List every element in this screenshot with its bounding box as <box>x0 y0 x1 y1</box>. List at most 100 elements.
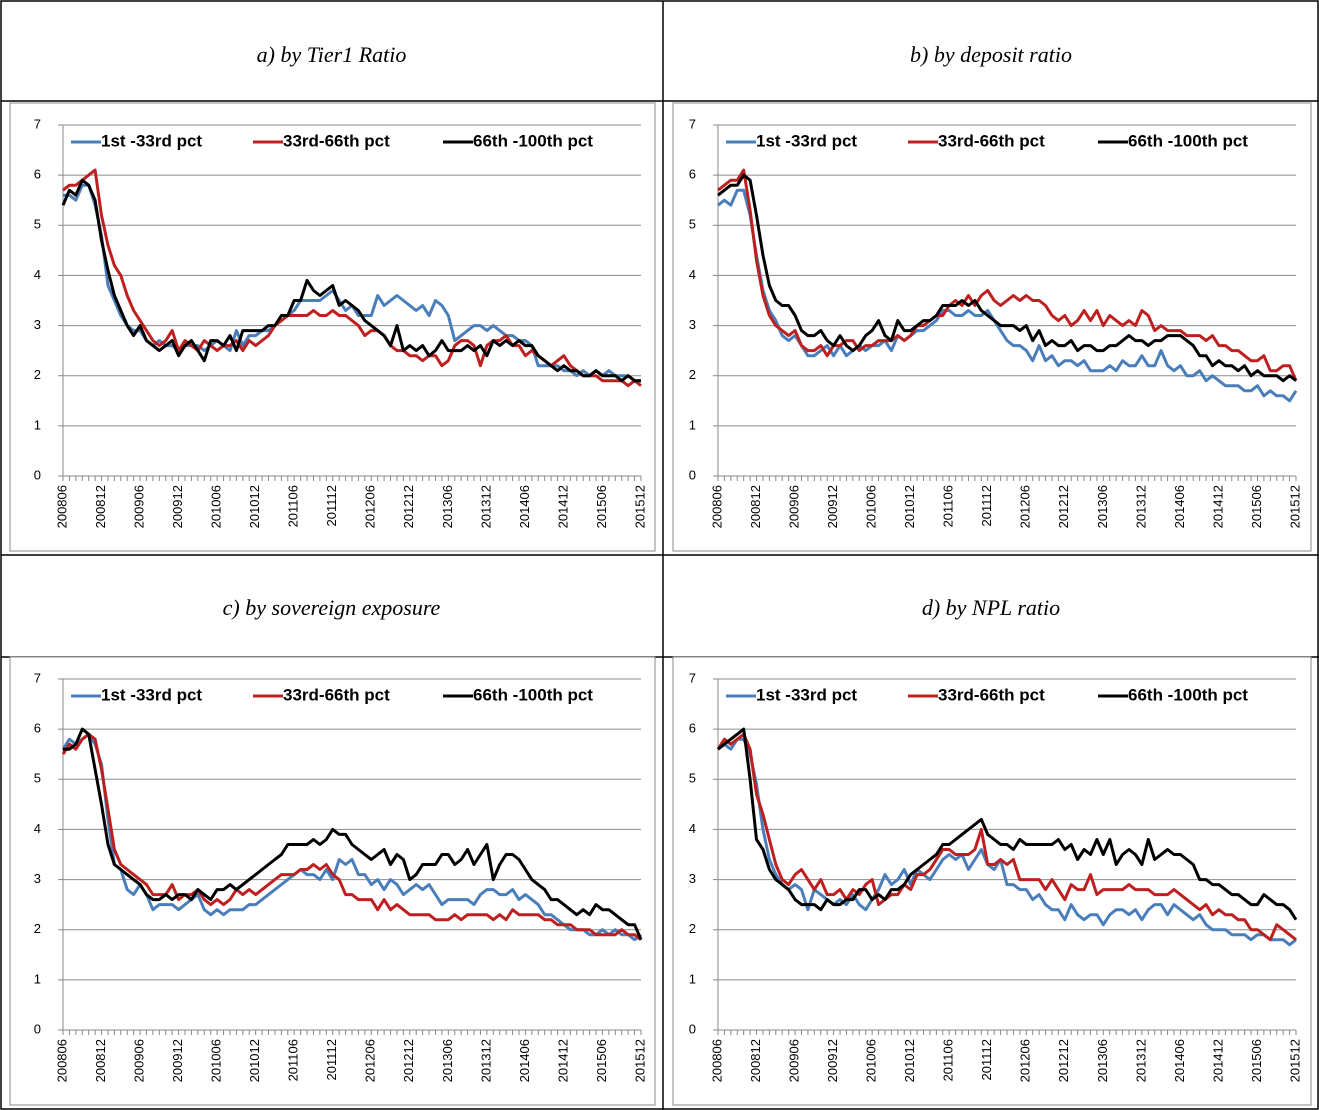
x-tick-label: 200812 <box>748 485 763 528</box>
x-tick-label: 201012 <box>247 485 262 528</box>
legend-label: 33rd-66th pct <box>283 131 390 150</box>
x-tick-label: 200906 <box>132 1039 147 1082</box>
chart-panel: b) by deposit ratio 0 1 2 3 4 5 6 7 200806 200812 2… <box>672 42 1312 552</box>
x-tick-label: 200812 <box>93 485 108 528</box>
x-tick-label: 201412 <box>555 1039 570 1082</box>
chart-title: a) by Tier1 Ratio <box>257 42 407 67</box>
legend: 1st -33rd pct 33rd-66th pct 66th -100th pc… <box>65 683 639 709</box>
chart-title: c) by sovereign exposure <box>223 595 441 620</box>
x-tick-label: 201206 <box>363 485 378 528</box>
y-tick-label: 1 <box>689 971 696 986</box>
chart-panel: d) by NPL ratio 0 1 2 3 4 5 6 7 200806 200812 20090… <box>672 595 1312 1106</box>
legend-background <box>720 129 1294 155</box>
y-tick-label: 4 <box>34 267 41 282</box>
x-tick-label: 201312 <box>1133 485 1148 528</box>
x-tick-label: 201012 <box>902 1039 917 1082</box>
y-tick-label: 5 <box>689 771 696 786</box>
legend-label: 1st -33rd pct <box>756 685 857 704</box>
legend-label: 66th -100th pct <box>1128 131 1248 150</box>
x-tick-label: 201406 <box>517 485 532 528</box>
series-line <box>61 732 642 941</box>
x-tick-label: 201506 <box>594 485 609 528</box>
x-tick-label: 200812 <box>748 1039 763 1082</box>
y-tick-label: 3 <box>689 871 696 886</box>
legend-background <box>65 129 639 155</box>
chart-title: d) by NPL ratio <box>922 595 1060 620</box>
x-tick-label: 201506 <box>1249 485 1264 528</box>
y-tick-label: 6 <box>689 721 696 736</box>
series-line <box>717 173 1297 383</box>
x-tick-label: 201306 <box>440 1039 455 1082</box>
x-tick-label: 201006 <box>864 1039 879 1082</box>
y-tick-label: 7 <box>689 116 696 131</box>
y-tick-label: 3 <box>34 317 41 332</box>
y-tick-label: 0 <box>689 1021 696 1036</box>
y-tick-label: 1 <box>34 971 41 986</box>
x-tick-label: 200806 <box>709 1039 724 1082</box>
x-tick-label: 201106 <box>941 1039 956 1081</box>
series-line <box>717 727 1298 921</box>
x-tick-label: 201406 <box>517 1039 532 1082</box>
y-tick-label: 3 <box>689 317 696 332</box>
x-tick-label: 200806 <box>54 485 69 528</box>
y-tick-label: 6 <box>689 167 696 182</box>
x-tick-label: 200912 <box>825 485 840 528</box>
legend-background <box>65 683 639 709</box>
x-tick-label: 201006 <box>209 485 224 528</box>
x-tick-label: 201012 <box>902 485 917 528</box>
legend: 1st -33rd pct 33rd-66th pct 66th -100th pc… <box>720 683 1294 709</box>
series-line <box>717 188 1298 403</box>
x-tick-label: 200906 <box>787 1039 802 1082</box>
y-tick-label: 7 <box>34 116 41 131</box>
legend-label: 33rd-66th pct <box>938 685 1045 704</box>
x-tick-label: 200812 <box>93 1039 108 1082</box>
y-tick-label: 0 <box>34 467 41 482</box>
x-tick-label: 201206 <box>1018 485 1033 528</box>
x-tick-label: 201306 <box>1095 485 1110 528</box>
chart-title: b) by deposit ratio <box>910 42 1072 67</box>
legend-label: 33rd-66th pct <box>283 685 390 704</box>
x-tick-label: 201512 <box>632 1039 647 1082</box>
y-tick-label: 2 <box>34 921 41 936</box>
x-tick-label: 201512 <box>1287 1039 1302 1082</box>
x-tick-label: 201212 <box>1056 485 1071 528</box>
series-line <box>63 727 643 941</box>
y-tick-label: 0 <box>689 467 696 482</box>
x-tick-label: 201406 <box>1172 485 1187 528</box>
y-tick-label: 3 <box>34 871 41 886</box>
x-tick-label: 201106 <box>286 485 301 527</box>
y-tick-label: 7 <box>689 670 696 685</box>
x-tick-label: 200912 <box>170 1039 185 1082</box>
x-tick-label: 201006 <box>864 485 879 528</box>
legend: 1st -33rd pct 33rd-66th pct 66th -100th pc… <box>720 129 1294 155</box>
x-tick-label: 201112 <box>324 485 339 526</box>
series-line <box>716 732 1297 942</box>
x-tick-label: 201212 <box>401 485 416 528</box>
chart-frame <box>672 102 1312 552</box>
x-tick-label: 201206 <box>363 1039 378 1082</box>
x-tick-label: 200912 <box>170 485 185 528</box>
y-tick-label: 1 <box>34 417 41 432</box>
x-tick-label: 201312 <box>1133 1039 1148 1082</box>
x-tick-label: 201512 <box>632 485 647 528</box>
x-tick-label: 201312 <box>478 485 493 528</box>
legend-label: 1st -33rd pct <box>101 685 202 704</box>
series-line <box>61 732 642 942</box>
chart-panel: a) by Tier1 Ratio 0 1 2 3 4 5 6 7 200806 200812 200… <box>9 42 656 552</box>
y-tick-label: 5 <box>689 217 696 232</box>
y-tick-label: 2 <box>689 921 696 936</box>
x-tick-label: 201506 <box>1249 1039 1264 1082</box>
legend-label: 66th -100th pct <box>473 685 593 704</box>
chart-panel: c) by sovereign exposure 0 1 2 3 4 5 6 7 200806 20… <box>9 595 656 1106</box>
legend-label: 1st -33rd pct <box>101 131 202 150</box>
y-tick-label: 4 <box>689 267 696 282</box>
x-tick-label: 200806 <box>709 485 724 528</box>
x-tick-label: 201106 <box>286 1039 301 1081</box>
y-tick-label: 2 <box>34 367 41 382</box>
x-tick-label: 201112 <box>979 485 994 526</box>
x-tick-label: 200912 <box>825 1039 840 1082</box>
x-tick-label: 201506 <box>594 1039 609 1082</box>
x-tick-label: 201312 <box>478 1039 493 1082</box>
legend-background <box>720 683 1294 709</box>
